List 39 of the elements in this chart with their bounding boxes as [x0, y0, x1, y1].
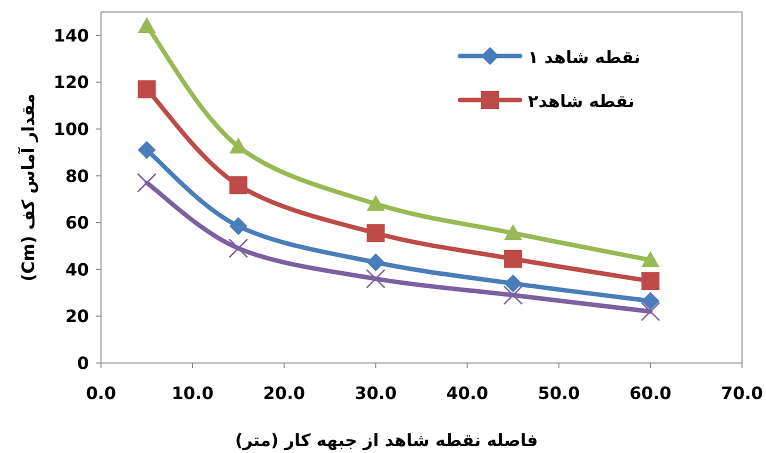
- x-tick-label: 50.0: [538, 384, 580, 404]
- point: [228, 238, 248, 258]
- point: [641, 272, 660, 290]
- point: [366, 269, 386, 289]
- x-tick-label: 70.0: [721, 384, 764, 404]
- x-tick-label: 20.0: [263, 384, 306, 404]
- y-tick-label: 140: [54, 26, 90, 46]
- point: [640, 302, 660, 322]
- x-tick-label: 40.0: [446, 384, 488, 404]
- x-tick-label: 60.0: [629, 384, 672, 404]
- y-tick-label: 120: [54, 73, 90, 94]
- point: [504, 250, 522, 268]
- y-tick-label: 20: [65, 307, 90, 328]
- x-tick-label: 30.0: [354, 384, 397, 404]
- point: [504, 274, 522, 292]
- point: [503, 285, 523, 305]
- point: [229, 176, 248, 194]
- y-tick-label: 80: [65, 166, 90, 187]
- point: [366, 253, 385, 272]
- point: [366, 194, 385, 211]
- y-axis-title: مقدار آماس کف (Cm): [17, 93, 39, 282]
- x-tick-label: 10.0: [172, 384, 214, 404]
- point: [138, 141, 156, 160]
- x-tick-label: 0.0: [86, 384, 116, 404]
- x-axis-title: فاصله نقطه شاهد از جبهه کار (متر): [235, 431, 538, 451]
- y-tick-label: 0: [77, 354, 90, 374]
- legend-label: نقطه شاهد ۱: [528, 48, 640, 68]
- point: [641, 292, 660, 310]
- point: [138, 80, 156, 98]
- point: [229, 217, 248, 236]
- legend-label: نقطه شاهد۲: [528, 92, 635, 112]
- point: [138, 17, 156, 34]
- point: [137, 173, 157, 193]
- point: [366, 224, 385, 242]
- y-tick-label: 100: [54, 120, 90, 140]
- point: [641, 251, 660, 268]
- y-tick-label: 60: [65, 214, 90, 234]
- y-tick-label: 40: [65, 260, 90, 280]
- point: [504, 224, 522, 240]
